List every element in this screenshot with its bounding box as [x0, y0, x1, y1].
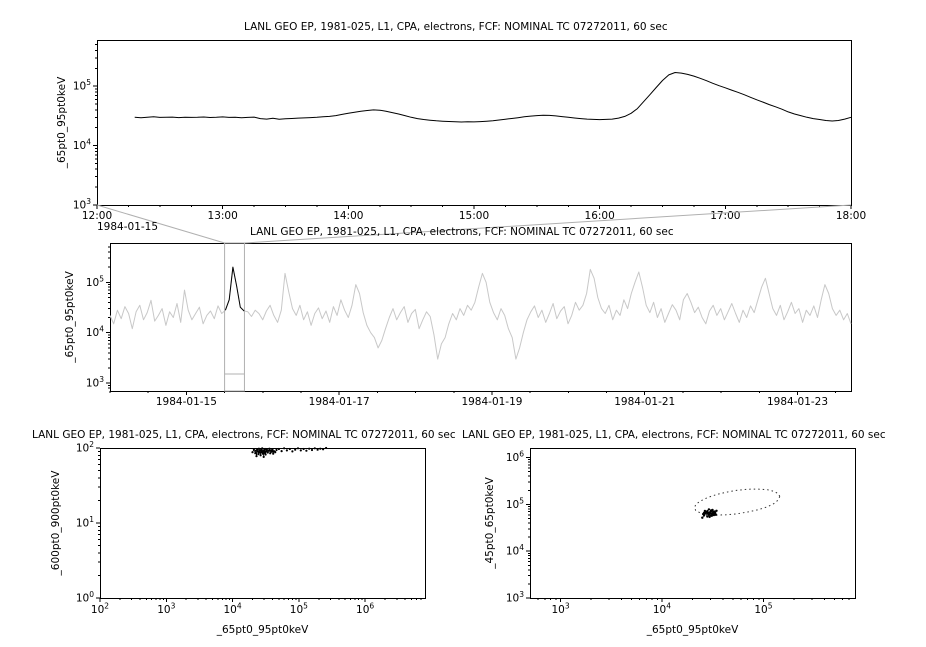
plot-area-4[interactable] [530, 448, 855, 598]
panel3-ylabel: _600pt0_900pt0keV [50, 470, 62, 576]
panel3-title: LANL GEO EP, 1981-025, L1, CPA, electron… [32, 429, 456, 441]
context-date-label: 1984-01-15 [97, 221, 159, 233]
plot-area-2[interactable] [110, 243, 851, 391]
svg-text:104: 104 [223, 602, 241, 617]
plot-area-1[interactable] [97, 40, 851, 205]
svg-text:18:00: 18:00 [836, 210, 866, 222]
svg-text:104: 104 [86, 325, 104, 340]
zoom-context-connectors [96, 204, 852, 392]
svg-text:13:00: 13:00 [208, 210, 238, 222]
pan4-ylabel: _45pt0_65pt0keV [484, 477, 496, 569]
svg-text:102: 102 [91, 602, 109, 617]
svg-text:103: 103 [551, 602, 569, 617]
svg-text:14:00: 14:00 [333, 210, 363, 222]
panel3-xlabel: _65pt0_95pt0keV [216, 624, 309, 636]
panel2-ylabel: _65pt0_95pt0keV [64, 271, 76, 363]
svg-text:104: 104 [73, 138, 91, 153]
svg-text:105: 105 [754, 602, 772, 617]
panel4-xlabel: _65pt0_95pt0keV [646, 624, 739, 636]
svg-text:106: 106 [506, 450, 524, 465]
svg-text:105: 105 [86, 274, 104, 289]
svg-text:103: 103 [86, 375, 104, 390]
svg-text:104: 104 [653, 602, 671, 617]
svg-text:12:00: 12:00 [82, 210, 112, 222]
svg-text:103: 103 [157, 602, 175, 617]
svg-text:104: 104 [506, 543, 524, 558]
svg-text:1984-01-21: 1984-01-21 [614, 396, 675, 408]
svg-text:15:00: 15:00 [459, 210, 489, 222]
svg-text:16:00: 16:00 [585, 210, 615, 222]
plot-area-3[interactable] [100, 448, 425, 598]
svg-text:101: 101 [76, 515, 94, 530]
panel1-ylabel: _65pt0_95pt0keV [56, 76, 68, 169]
svg-text:1984-01-23: 1984-01-23 [767, 396, 828, 408]
svg-text:102: 102 [76, 440, 94, 455]
panel2-title: LANL GEO EP, 1981-025, L1, CPA, electron… [250, 226, 674, 238]
svg-text:1984-01-17: 1984-01-17 [309, 396, 370, 408]
svg-text:105: 105 [506, 496, 524, 511]
svg-text:106: 106 [356, 602, 374, 617]
panel1-title: LANL GEO EP, 1981-025, L1, CPA, electron… [244, 21, 668, 33]
svg-text:1984-01-19: 1984-01-19 [461, 396, 522, 408]
svg-text:105: 105 [73, 78, 91, 93]
svg-text:100: 100 [76, 590, 94, 605]
svg-text:105: 105 [290, 602, 308, 617]
svg-text:103: 103 [506, 590, 524, 605]
svg-text:1984-01-15: 1984-01-15 [156, 396, 217, 408]
panel4-title: LANL GEO EP, 1981-025, L1, CPA, electron… [462, 429, 886, 441]
